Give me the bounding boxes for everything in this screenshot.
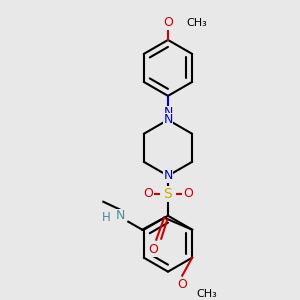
Text: O: O [163,16,173,29]
Text: H: H [101,211,110,224]
Text: N: N [163,106,173,119]
Text: CH₃: CH₃ [196,289,217,298]
Text: CH₃: CH₃ [186,18,207,28]
Text: O: O [177,278,187,291]
Text: O: O [148,243,158,256]
Text: N: N [163,169,173,182]
Text: O: O [183,187,193,200]
Text: O: O [143,187,153,200]
Text: N: N [116,209,125,222]
Text: N: N [163,113,173,126]
Text: S: S [164,187,172,201]
